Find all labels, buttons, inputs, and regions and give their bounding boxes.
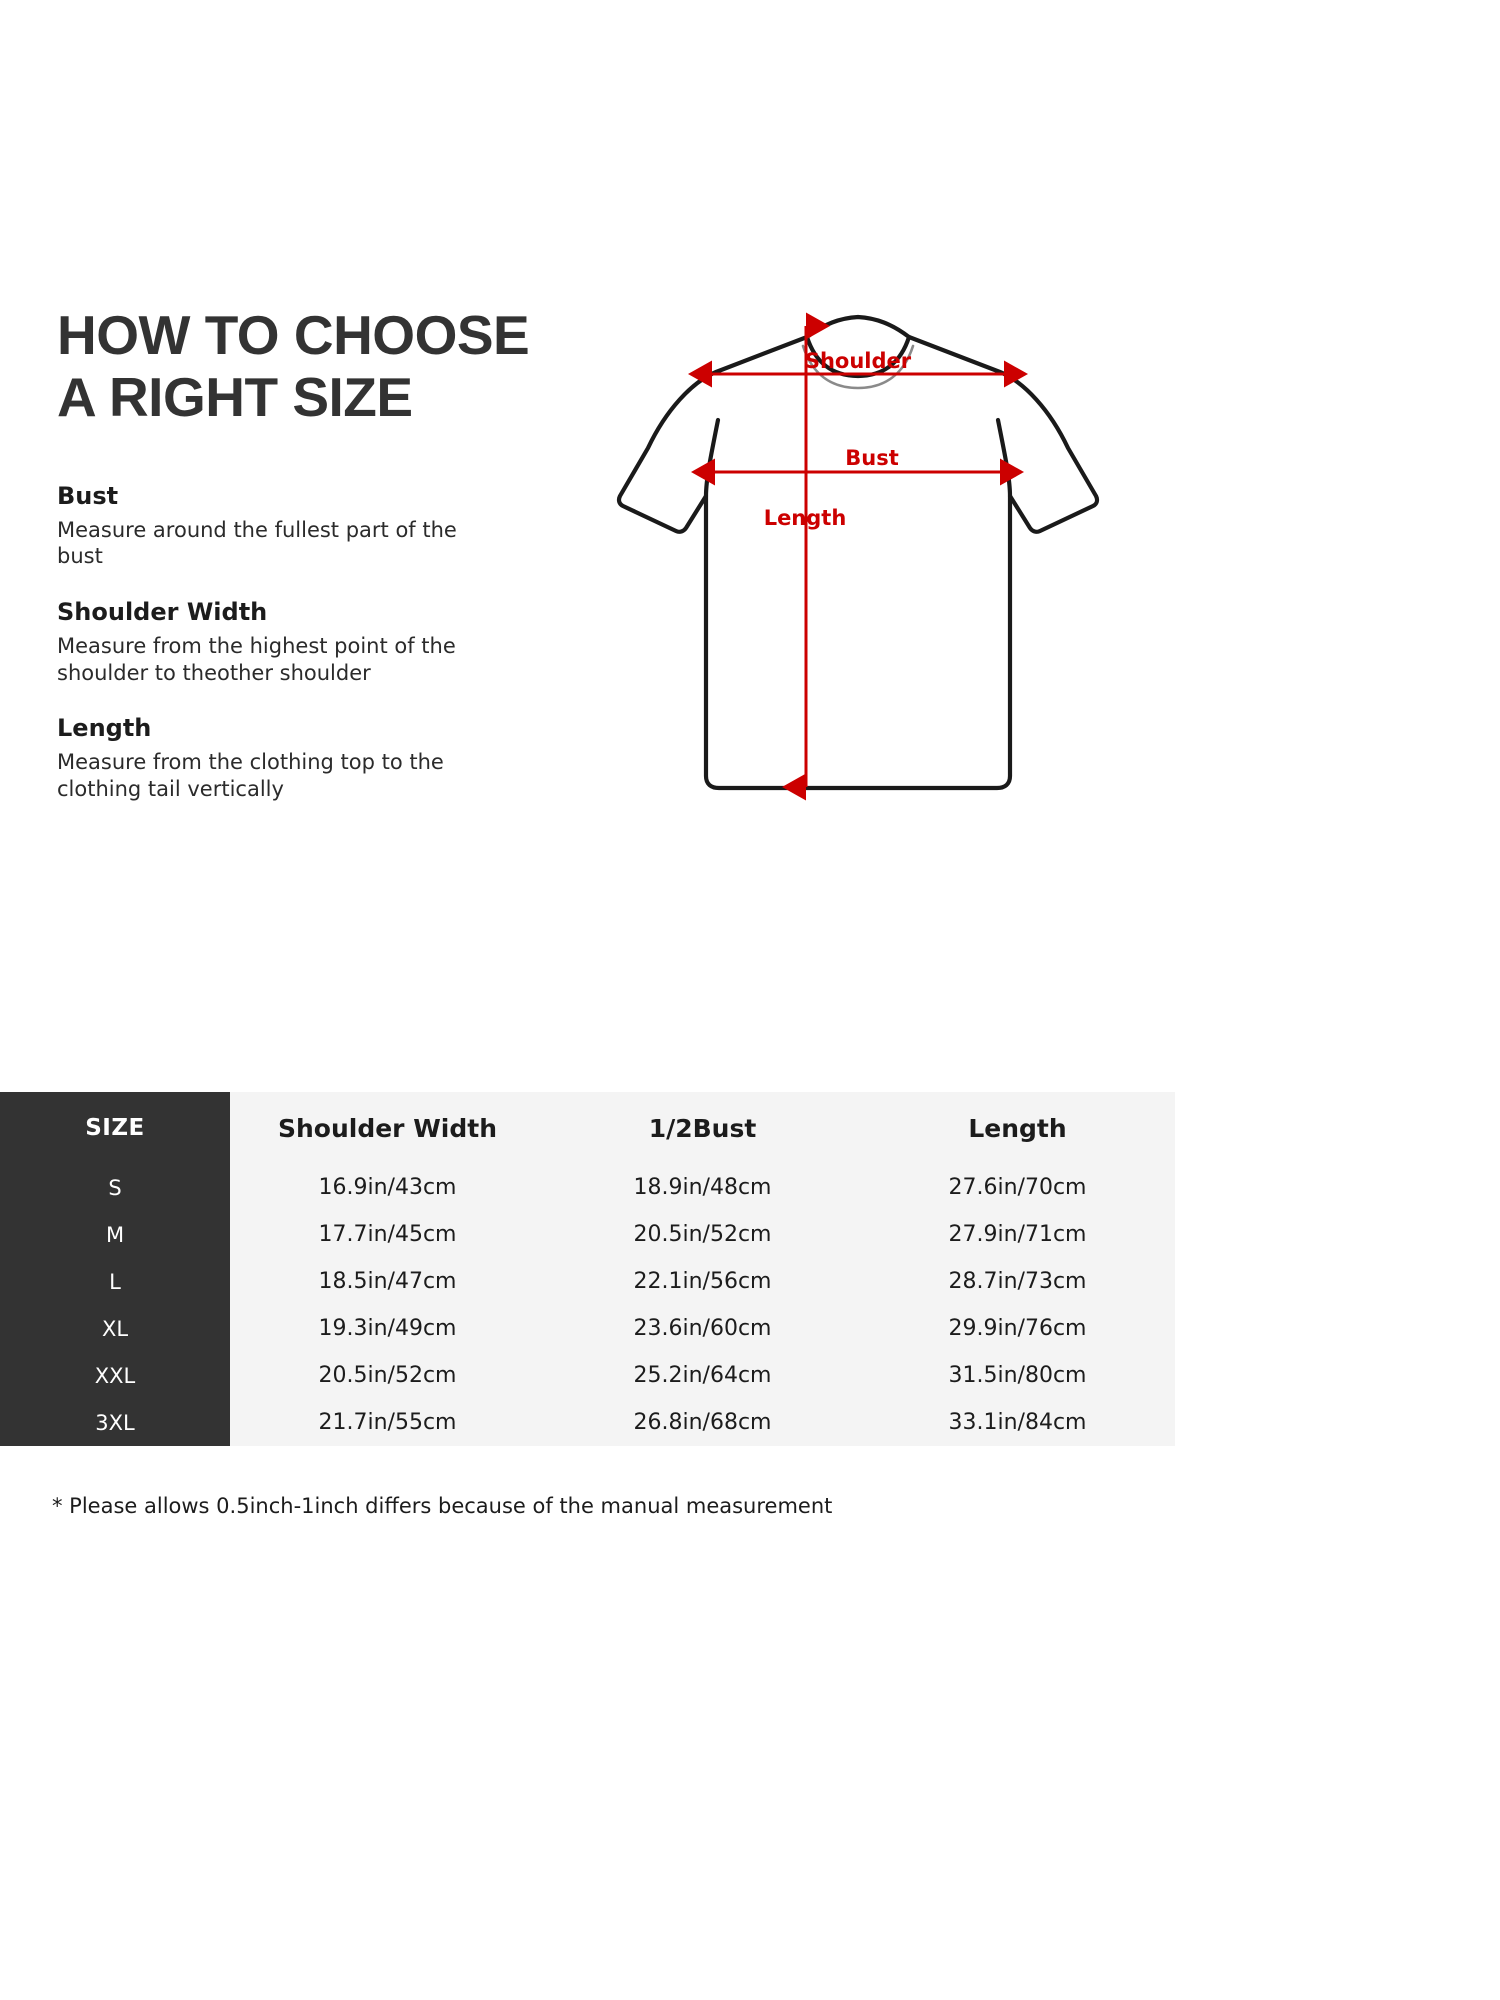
size-table-head: SIZE Shoulder Width 1/2Bust Length	[0, 1092, 1175, 1164]
cell-half-bust: 22.1in/56cm	[545, 1258, 860, 1305]
page-title: HOW TO CHOOSE A RIGHT SIZE	[57, 304, 530, 428]
column-header-half-bust: 1/2Bust	[545, 1092, 860, 1164]
cell-size: XL	[0, 1305, 230, 1352]
cell-shoulder-width: 17.7in/45cm	[230, 1211, 545, 1258]
cell-half-bust: 25.2in/64cm	[545, 1352, 860, 1399]
cell-half-bust: 26.8in/68cm	[545, 1399, 860, 1446]
measurement-definitions: Bust Measure around the fullest part of …	[57, 480, 577, 802]
cell-half-bust: 18.9in/48cm	[545, 1164, 860, 1211]
cell-size: M	[0, 1211, 230, 1258]
size-table-body: S 16.9in/43cm 18.9in/48cm 27.6in/70cm M …	[0, 1164, 1175, 1446]
table-row: S 16.9in/43cm 18.9in/48cm 27.6in/70cm	[0, 1164, 1175, 1211]
length-label: Length	[764, 506, 847, 530]
cell-length: 27.9in/71cm	[860, 1211, 1175, 1258]
cell-length: 31.5in/80cm	[860, 1352, 1175, 1399]
cell-size: XXL	[0, 1352, 230, 1399]
cell-half-bust: 20.5in/52cm	[545, 1211, 860, 1258]
cell-size: L	[0, 1258, 230, 1305]
table-row: XXL 20.5in/52cm 25.2in/64cm 31.5in/80cm	[0, 1352, 1175, 1399]
column-header-shoulder-width: Shoulder Width	[230, 1092, 545, 1164]
measurement-description-bust: Measure around the fullest part of the b…	[57, 517, 457, 569]
cell-half-bust: 23.6in/60cm	[545, 1305, 860, 1352]
bust-label: Bust	[845, 446, 899, 470]
table-header-row: SIZE Shoulder Width 1/2Bust Length	[0, 1092, 1175, 1164]
table-row: XL 19.3in/49cm 23.6in/60cm 29.9in/76cm	[0, 1305, 1175, 1352]
size-guide-card: HOW TO CHOOSE A RIGHT SIZE Bust Measure …	[0, 300, 1175, 1518]
shoulder-label: Shoulder	[805, 349, 912, 373]
measurement-term-shoulder-width: Shoulder Width	[57, 598, 268, 627]
cell-shoulder-width: 18.5in/47cm	[230, 1258, 545, 1305]
table-row: 3XL 21.7in/55cm 26.8in/68cm 33.1in/84cm	[0, 1399, 1175, 1446]
measurement-term-bust: Bust	[57, 482, 119, 511]
cell-length: 33.1in/84cm	[860, 1399, 1175, 1446]
measurement-disclaimer: * Please allows 0.5inch-1inch differs be…	[52, 1494, 833, 1518]
cell-length: 28.7in/73cm	[860, 1258, 1175, 1305]
column-header-size: SIZE	[0, 1092, 230, 1164]
cell-shoulder-width: 20.5in/52cm	[230, 1352, 545, 1399]
cell-shoulder-width: 16.9in/43cm	[230, 1164, 545, 1211]
measurement-term-length: Length	[57, 714, 152, 743]
cell-shoulder-width: 19.3in/49cm	[230, 1305, 545, 1352]
tshirt-diagram: Shoulder Bust Length	[600, 300, 1120, 810]
info-column: HOW TO CHOOSE A RIGHT SIZE Bust Measure …	[57, 304, 577, 829]
tshirt-outline	[616, 314, 1100, 791]
size-table: SIZE Shoulder Width 1/2Bust Length S 16.…	[0, 1092, 1175, 1446]
table-row: M 17.7in/45cm 20.5in/52cm 27.9in/71cm	[0, 1211, 1175, 1258]
cell-length: 27.6in/70cm	[860, 1164, 1175, 1211]
measurement-description-length: Measure from the clothing top to the clo…	[57, 749, 444, 801]
measurement-item-length: Length Measure from the clothing top to …	[57, 712, 577, 802]
measurement-item-bust: Bust Measure around the fullest part of …	[57, 480, 577, 570]
cell-shoulder-width: 21.7in/55cm	[230, 1399, 545, 1446]
cell-size: 3XL	[0, 1399, 230, 1446]
measurement-item-shoulder-width: Shoulder Width Measure from the highest …	[57, 596, 577, 686]
column-header-length: Length	[860, 1092, 1175, 1164]
table-row: L 18.5in/47cm 22.1in/56cm 28.7in/73cm	[0, 1258, 1175, 1305]
cell-length: 29.9in/76cm	[860, 1305, 1175, 1352]
cell-size: S	[0, 1164, 230, 1211]
measurement-description-shoulder-width: Measure from the highest point of the sh…	[57, 633, 456, 685]
